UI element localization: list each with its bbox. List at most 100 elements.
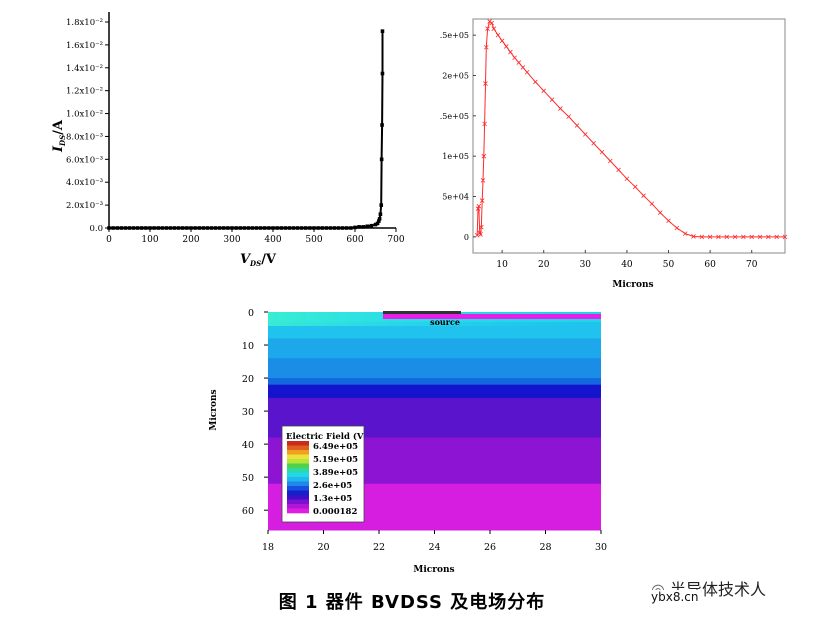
field-data-point xyxy=(757,234,763,240)
iv-data-point xyxy=(365,224,370,229)
contour-y-tick-label: 60 xyxy=(242,506,254,517)
field-data-point xyxy=(699,234,705,240)
source-contact xyxy=(383,311,461,314)
field-data-point xyxy=(591,140,596,146)
contour-legend: Electric Field (V 6.49e+05 5.19e+05 3.89e+… xyxy=(281,425,365,523)
contour-x-tick-label: 26 xyxy=(484,542,496,553)
field-data-point xyxy=(485,26,490,31)
figure-caption: 图 1 器件 BVDSS 及电场分布 xyxy=(278,592,546,613)
field-data-point xyxy=(749,234,755,240)
iv-x-tick-label: 400 xyxy=(264,235,281,245)
field-data-point xyxy=(533,79,538,85)
field-data-point xyxy=(480,178,486,183)
iv-data-point xyxy=(375,221,380,226)
legend-swatch xyxy=(287,490,309,496)
legend-entry: 6.49e+05 xyxy=(313,442,358,452)
field-data-point xyxy=(484,44,489,50)
legend-entry: 3.89e+05 xyxy=(313,468,358,478)
source-annotation: source xyxy=(430,317,460,327)
field-data-point xyxy=(475,206,481,211)
field-data-point xyxy=(691,234,696,239)
watermark-site: ybx8.cn xyxy=(648,590,702,604)
field-data-point xyxy=(732,234,738,240)
legend-swatch xyxy=(287,468,309,473)
field-data-point xyxy=(666,218,671,224)
field-data-point xyxy=(566,114,571,119)
legend-swatch xyxy=(287,508,309,514)
field-data-point xyxy=(716,234,721,240)
legend-entry: 5.19e+05 xyxy=(313,455,358,465)
field-x-tick-label: 50 xyxy=(663,260,675,270)
legend-swatch xyxy=(287,481,309,487)
field-data-point xyxy=(657,210,663,215)
iv-y-tick-label: 1.2x10⁻² xyxy=(66,87,103,97)
field-x-tick-label: 20 xyxy=(538,260,550,270)
field-band xyxy=(268,338,601,359)
iv-series-line xyxy=(109,31,384,229)
field-data-point xyxy=(649,201,655,207)
contour-x-tick-label: 30 xyxy=(595,542,607,553)
field-data-point xyxy=(481,153,487,159)
field-x-tick-label: 60 xyxy=(704,260,716,270)
field-data-point xyxy=(724,234,730,240)
field-band xyxy=(268,378,601,386)
contour-y-label: Microns xyxy=(209,389,219,430)
contour-x-tick-label: 18 xyxy=(262,542,274,553)
iv-x-tick-label: 300 xyxy=(223,235,240,245)
contour-y-tick-label: 10 xyxy=(242,341,254,352)
legend-swatch xyxy=(287,495,309,500)
contour-chart: source 18 20 22 24 26 28 30 0 10 20 30 40 50 60 Elect… xyxy=(209,308,607,575)
field-band xyxy=(268,384,601,399)
iv-y-label: IDS/A xyxy=(51,119,67,153)
field-plot-frame xyxy=(472,18,786,254)
iv-y-tick-label: 1.0x10⁻² xyxy=(66,110,103,120)
field-data-point xyxy=(549,97,555,102)
contour-y-tick-label: 50 xyxy=(242,473,254,484)
iv-x-tick-label: 600 xyxy=(346,235,363,245)
iv-data-point xyxy=(369,223,374,228)
field-data-point xyxy=(499,38,505,44)
field-data-point xyxy=(583,132,588,137)
legend-swatch xyxy=(287,504,309,509)
contour-x-tick-label: 28 xyxy=(539,542,551,553)
iv-y-tick-label: 2.0x10⁻³ xyxy=(66,201,103,211)
field-data-point xyxy=(541,88,547,94)
field-y-tick-label: 1.5e+05 xyxy=(440,112,469,121)
field-band xyxy=(268,321,601,339)
iv-y-tick-label: 1.6x10⁻² xyxy=(66,41,103,51)
iv-data-point xyxy=(380,71,385,76)
contour-y-tick-label: 20 xyxy=(242,374,254,385)
iv-data-point xyxy=(379,203,384,207)
field-data-point xyxy=(682,231,688,236)
iv-x-tick-label: 0 xyxy=(106,235,112,245)
field-data-point xyxy=(491,26,497,31)
field-data-point xyxy=(558,106,563,111)
field-data-point xyxy=(520,65,526,70)
iv-data-point xyxy=(357,225,361,229)
contour-x-tick-label: 24 xyxy=(428,542,440,553)
legend-swatch xyxy=(287,459,309,464)
contour-x-tick-label: 22 xyxy=(373,542,385,553)
field-x-tick-label: 40 xyxy=(621,260,633,270)
field-data-point xyxy=(774,234,779,240)
field-y-tick-label: 5e+04 xyxy=(442,193,469,202)
iv-x-tick-label: 700 xyxy=(387,235,404,245)
field-data-point xyxy=(512,55,517,61)
field-data-point xyxy=(599,149,605,155)
field-data-point xyxy=(478,232,483,237)
iv-y-tick-label: 1.4x10⁻² xyxy=(66,64,103,74)
field-data-point xyxy=(707,234,713,240)
field-data-point xyxy=(516,60,522,65)
contour-y-tick-label: 40 xyxy=(242,440,254,451)
iv-data-point xyxy=(378,212,383,217)
field-data-point xyxy=(489,20,495,26)
iv-data-point xyxy=(380,29,385,33)
contour-x-tick-label: 20 xyxy=(317,542,329,553)
legend-title: Electric Field (V xyxy=(286,431,364,442)
field-data-point xyxy=(574,123,580,128)
legend-swatch xyxy=(287,472,309,478)
field-data-point xyxy=(741,234,746,240)
field-data-point xyxy=(524,69,530,75)
field-data-point xyxy=(503,44,509,49)
field-data-point xyxy=(508,49,513,55)
